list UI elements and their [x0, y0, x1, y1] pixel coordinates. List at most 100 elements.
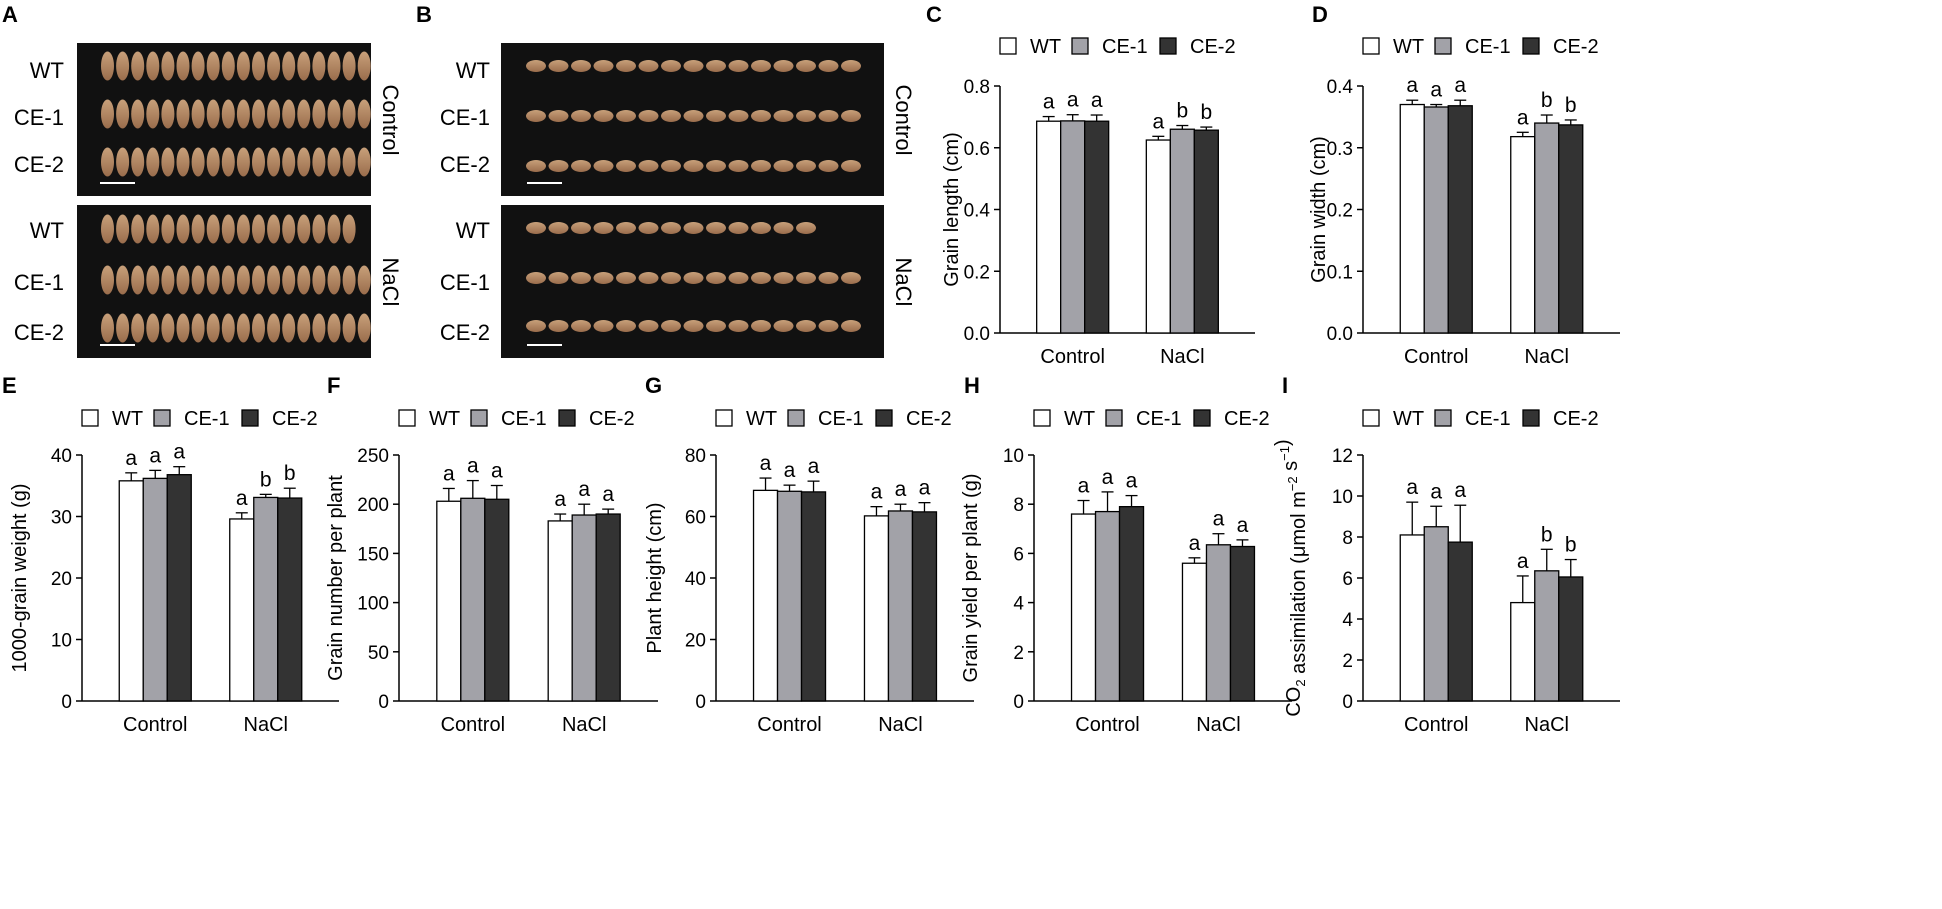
- significance-letter: a: [578, 478, 590, 501]
- grain: [773, 110, 794, 122]
- grain: [841, 110, 861, 122]
- bar-ce-2-control: [166, 474, 192, 702]
- row-label: WT: [456, 58, 490, 83]
- significance-letter: a: [1102, 466, 1114, 489]
- condition-label: Control: [378, 85, 403, 156]
- bar-ce-2-nacl: [595, 513, 621, 702]
- x-tick-label: Control: [123, 714, 187, 736]
- legend-swatch: [875, 409, 893, 427]
- grain: [841, 272, 861, 284]
- grain: [236, 214, 250, 244]
- grain: [706, 222, 726, 234]
- legend-swatch: [1071, 37, 1089, 55]
- significance-letter: b: [1541, 89, 1553, 112]
- grain: [661, 110, 681, 122]
- grain: [297, 51, 311, 81]
- bar-ce-2-nacl: [1193, 129, 1219, 334]
- grain: [176, 147, 190, 177]
- y-tick-label: 0.4: [964, 201, 991, 222]
- significance-letter: a: [760, 452, 772, 475]
- significance-letter: b: [284, 462, 296, 485]
- y-tick-label: 80: [685, 446, 706, 467]
- grain: [131, 99, 145, 129]
- bar-ce-1-nacl: [253, 496, 279, 702]
- y-tick-label: 4: [1342, 610, 1353, 631]
- panel-letter-E: E: [2, 373, 17, 398]
- significance-letter: b: [1565, 534, 1577, 557]
- legend-label: WT: [1393, 408, 1424, 430]
- bar-ce-2-nacl: [911, 511, 938, 702]
- grain: [683, 60, 704, 72]
- bar-ce-1-control: [142, 477, 168, 702]
- grain: [357, 147, 371, 177]
- grain-row-group: [526, 222, 861, 346]
- grain: [146, 214, 160, 244]
- y-tick-label: 200: [357, 495, 389, 516]
- grain: [327, 265, 341, 295]
- y-tick-label: 0: [1342, 692, 1353, 713]
- grain: [661, 222, 681, 234]
- x-tick-label: NaCl: [1525, 714, 1569, 736]
- grain: [841, 320, 861, 332]
- grain: [282, 51, 296, 81]
- significance-letter: a: [1406, 476, 1418, 499]
- legend-swatch: [398, 409, 416, 427]
- chart-panel-C: C WT CE-1 CE-2 Grain length (cm) 0.0 0.2 0.4 0.6…: [926, 2, 1255, 368]
- grain: [683, 160, 704, 172]
- legend-label: CE-2: [589, 408, 635, 430]
- panel-letter-H: H: [964, 373, 980, 398]
- grain: [357, 51, 371, 81]
- panel-letter-A: A: [2, 2, 18, 27]
- bar-ce-1-control: [1423, 106, 1449, 334]
- grain: [327, 99, 341, 129]
- bar-wt-nacl: [229, 518, 255, 702]
- grain: [267, 99, 281, 129]
- grain: [236, 51, 250, 81]
- y-tick-label: 0: [378, 692, 389, 713]
- y-tick-label: 0.3: [1327, 139, 1353, 160]
- grain-row-group: [100, 51, 371, 184]
- grain: [841, 60, 861, 72]
- significance-letter: a: [1091, 89, 1103, 112]
- significance-letter: a: [1189, 532, 1201, 555]
- grain: [342, 214, 356, 244]
- y-axis-label: Plant height (cm): [644, 502, 666, 653]
- grain: [297, 147, 311, 177]
- significance-letter: a: [1067, 89, 1079, 112]
- bar-wt-control: [1399, 534, 1425, 702]
- significance-letter: b: [1176, 100, 1188, 123]
- legend-swatch: [1193, 409, 1211, 427]
- bar-ce-2-nacl: [1558, 576, 1584, 702]
- y-tick-label: 0.8: [964, 77, 990, 98]
- x-tick-label: NaCl: [1196, 714, 1240, 736]
- grain: [297, 214, 311, 244]
- grain: [638, 110, 659, 122]
- grain: [357, 313, 371, 343]
- bar-ce-2-control: [1118, 506, 1145, 702]
- grain: [116, 51, 130, 81]
- grain: [706, 110, 726, 122]
- bar-wt-control: [752, 489, 779, 702]
- bar-wt-nacl: [547, 520, 573, 702]
- grain: [267, 147, 281, 177]
- y-tick-label: 0.0: [964, 324, 990, 345]
- y-tick-label: 0.2: [964, 262, 990, 283]
- grain: [661, 60, 681, 72]
- y-tick-label: 10: [1332, 487, 1353, 508]
- condition-label: NaCl: [891, 258, 916, 307]
- legend-label: WT: [429, 408, 460, 430]
- grain: [548, 60, 569, 72]
- grain: [267, 265, 281, 295]
- grain: [176, 265, 190, 295]
- y-axis-label: Grain yield per plant (g): [960, 474, 982, 683]
- legend-swatch: [241, 409, 259, 427]
- grain: [206, 265, 220, 295]
- grain: [176, 313, 190, 343]
- grain: [571, 320, 591, 332]
- significance-letter: a: [1430, 79, 1442, 102]
- grain: [176, 51, 190, 81]
- y-axis-label: Grain length (cm): [941, 132, 963, 287]
- grain: [282, 147, 296, 177]
- grain: [728, 272, 749, 284]
